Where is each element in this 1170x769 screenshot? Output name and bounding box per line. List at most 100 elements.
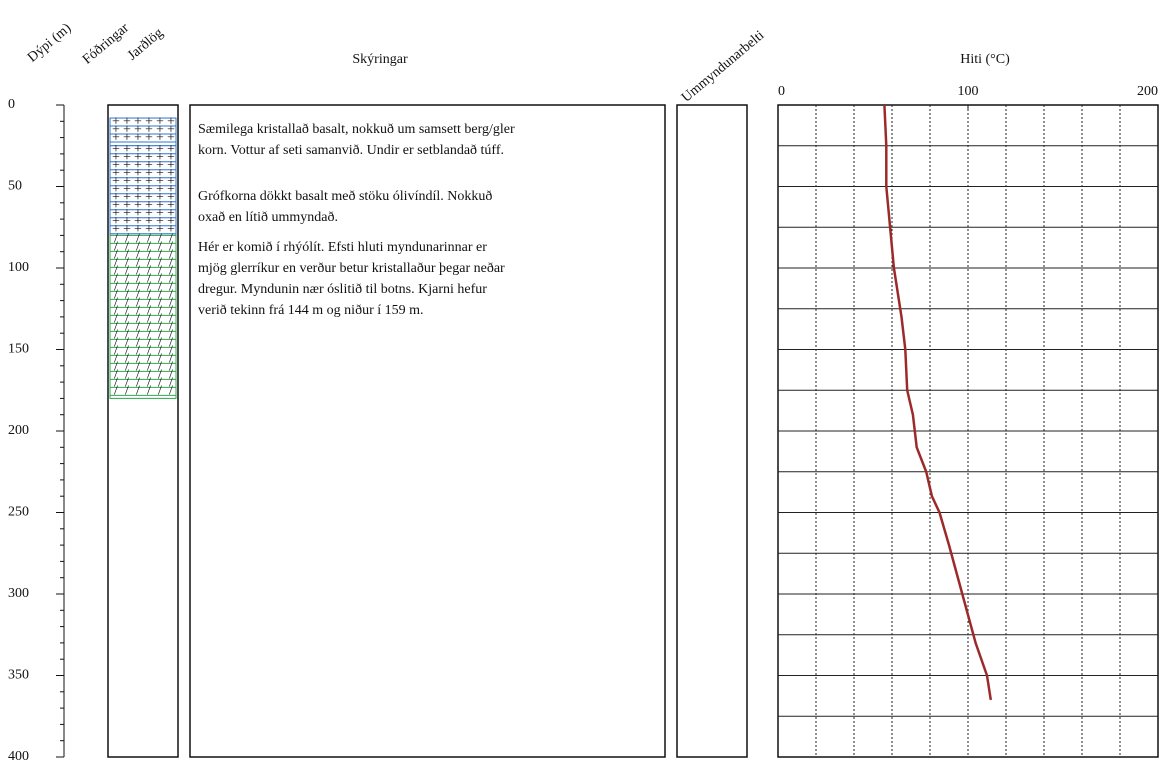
rock-symbol: / [169,336,173,351]
rock-symbol: / [147,384,151,399]
rock-symbol: / [169,280,173,295]
rock-symbol: / [158,288,162,303]
rock-symbol: / [147,336,151,351]
rock-symbol: + [112,122,120,137]
rock-symbol: / [114,376,118,391]
rock-symbol: / [125,264,129,279]
rock-symbol: / [158,320,162,335]
rock-symbol: / [114,248,118,263]
rock-symbol: + [112,174,120,189]
rock-symbol: / [125,272,129,287]
rock-symbol: / [136,240,140,255]
rock-symbol: / [125,352,129,367]
rock-symbol: / [158,384,162,399]
rock-symbol: + [145,130,153,145]
rock-symbol: + [145,174,153,189]
x-tick-label: 100 [958,84,979,99]
rock-symbol: + [123,182,131,197]
rock-symbol: + [145,222,153,237]
rock-symbol: / [147,376,151,391]
y-tick-label: 200 [8,423,29,438]
rock-symbol: + [167,158,175,173]
rock-symbol: / [125,384,129,399]
rock-symbol: / [158,352,162,367]
y-tick-label: 50 [8,179,22,194]
rock-symbol: + [156,198,164,213]
alteration-column [676,104,748,758]
rock-symbol: / [136,232,140,247]
rock-symbol: / [158,296,162,311]
rock-symbol: + [156,130,164,145]
rock-symbol: + [156,142,164,157]
rock-symbol: / [114,384,118,399]
strata-column [107,104,179,758]
rock-symbol: / [158,232,162,247]
rock-symbol: / [169,248,173,263]
y-tick-label: 0 [8,97,15,112]
rock-symbol: + [167,122,175,137]
rock-symbol: + [112,142,120,157]
rock-symbol: / [169,376,173,391]
rock-symbol: + [156,166,164,181]
rock-symbol: / [147,288,151,303]
rock-symbol: + [167,214,175,229]
rock-symbol: / [136,328,140,343]
rock-symbol: / [136,320,140,335]
rock-symbol: / [147,272,151,287]
rock-symbol: + [167,182,175,197]
rock-symbol: + [123,150,131,165]
rock-symbol: + [145,158,153,173]
rock-symbol: + [156,206,164,221]
rock-symbol: / [147,352,151,367]
rock-symbol: / [169,320,173,335]
y-tick-label: 100 [8,260,29,275]
rock-symbol: / [136,280,140,295]
rock-symbol: + [123,122,131,137]
rock-symbol: + [134,222,142,237]
rock-symbol: + [134,198,142,213]
rock-symbol: + [123,174,131,189]
rock-symbol: + [123,114,131,129]
rock-symbol: + [156,114,164,129]
rock-symbol: / [147,320,151,335]
rock-symbol: + [112,190,120,205]
rock-symbol: + [145,166,153,181]
rock-symbol: / [114,256,118,271]
rock-symbol: / [114,368,118,383]
rock-symbol: / [158,264,162,279]
description-line: Sæmilega kristallað basalt, nokkuð um sa… [198,122,515,137]
rock-symbol: / [136,248,140,263]
rock-symbol: / [147,280,151,295]
rock-symbol: + [167,174,175,189]
rock-symbol: + [112,114,120,129]
rock-layer [109,117,177,147]
rock-symbol: + [167,166,175,181]
rock-symbol: + [167,142,175,157]
rock-symbol: / [136,368,140,383]
rock-symbol: / [125,304,129,319]
rock-symbol: / [114,328,118,343]
temperature-line [883,104,993,701]
rock-symbol: + [134,190,142,205]
rock-symbol: / [136,384,140,399]
rock-symbol: + [112,214,120,229]
rock-symbol: / [114,312,118,327]
rock-symbol: / [114,272,118,287]
rock-symbol: / [147,240,151,255]
rock-symbol: / [169,288,173,303]
rock-symbol: + [156,150,164,165]
rock-symbol: / [158,280,162,295]
rock-symbol: + [112,206,120,221]
description-line: mjög glerríkur en verður betur kristalla… [198,261,505,276]
y-tick-label: 250 [8,505,29,520]
rock-symbol: / [169,312,173,327]
x-tick-label: 200 [1137,84,1158,99]
rock-symbol: / [125,232,129,247]
rock-symbol: + [123,166,131,181]
y-tick-label: 400 [8,749,29,764]
rock-symbol: / [114,232,118,247]
rock-symbol: / [114,264,118,279]
y-tick-label: 150 [8,342,29,357]
alteration-header: Ummyndunarbelti [679,28,767,106]
